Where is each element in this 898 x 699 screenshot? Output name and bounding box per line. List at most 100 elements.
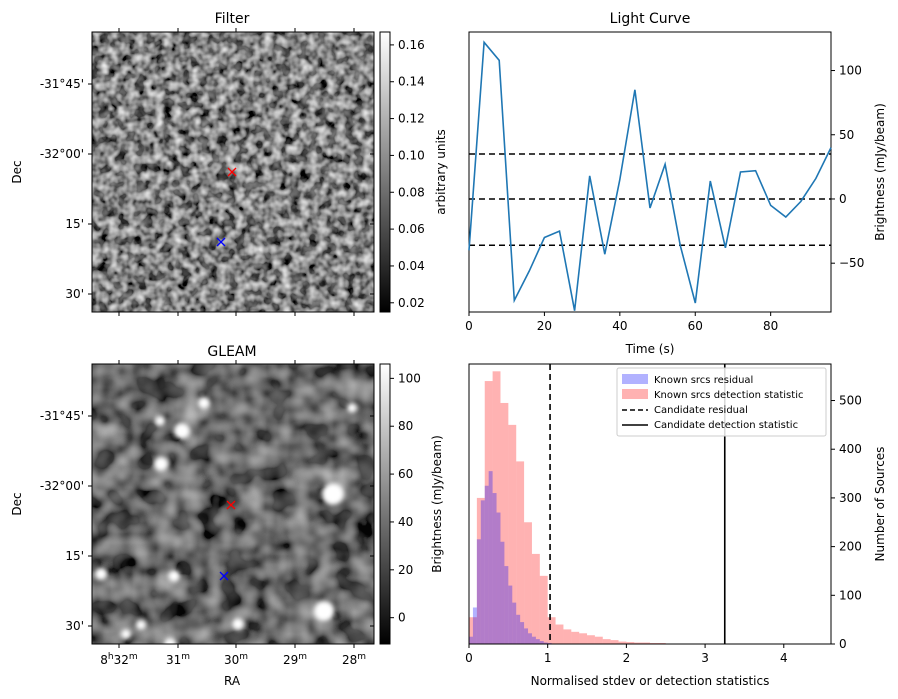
x-tick-label: 20	[537, 319, 552, 333]
light-curve-title: Light Curve	[610, 11, 691, 27]
colorbar-tick-label: 0.08	[398, 185, 425, 199]
detection-bar	[531, 553, 540, 644]
light-curve-x-label: Time (s)	[625, 342, 675, 356]
residual-bar	[535, 639, 540, 644]
residual-bar	[469, 636, 473, 644]
ra-tick-label: 31m	[166, 652, 190, 667]
dec-tick-label: -32°00'	[40, 147, 84, 161]
ra-tick-label: 28m	[342, 652, 366, 667]
residual-bar	[472, 607, 477, 644]
detection-bar	[579, 633, 588, 644]
residual-bar	[539, 641, 544, 644]
detection-bar	[571, 631, 580, 644]
detection-bar	[610, 640, 619, 644]
colorbar-tick-label: 20	[398, 563, 413, 577]
detection-bar	[594, 636, 603, 644]
y-tick-label: 50	[839, 128, 854, 142]
filter-y-label: Dec	[10, 160, 24, 183]
y-tick-label: 400	[839, 442, 862, 456]
filter-title: Filter	[215, 11, 250, 27]
detection-bar	[476, 497, 485, 644]
gleam-colorbar-label: Brightness (mJy/beam)	[430, 435, 444, 573]
dec-tick-label: 15'	[65, 217, 84, 231]
colorbar-tick-label: 0.14	[398, 75, 425, 89]
light-curve-threshold-lines	[469, 153, 831, 246]
residual-bar	[496, 512, 501, 644]
x-tick-label: 3	[701, 651, 709, 665]
dec-tick-label: -31°45'	[40, 409, 84, 423]
detection-bar	[524, 522, 532, 644]
gleam-axes-frame	[91, 363, 375, 645]
detection-bar	[516, 461, 525, 644]
colorbar-tick-label: 60	[398, 467, 413, 481]
colorbar-tick-label: 0.06	[398, 222, 425, 236]
residual-bar	[524, 628, 529, 644]
x-tick-label: 1	[544, 651, 552, 665]
detection-bar	[626, 642, 635, 644]
y-tick-label: 100	[839, 64, 862, 78]
y-tick-label: 500	[839, 394, 862, 408]
detection-bar	[492, 371, 501, 644]
colorbar-tick-label: 100	[398, 371, 421, 385]
y-tick-label: 100	[839, 588, 862, 602]
light-curve-y-label: Brightness (mJy/beam)	[873, 103, 887, 241]
detection-bar	[469, 617, 477, 644]
gleam-markers	[219, 500, 236, 581]
gleam-panel: GLEAM -31°45' -32°00' 15' 30'	[10, 344, 444, 688]
colorbar-tick-label: 0.02	[398, 296, 425, 310]
x-tick-label: 0	[465, 319, 473, 333]
residual-bar	[488, 471, 493, 644]
ra-tick-label: 29m	[283, 652, 307, 667]
filter-colorbar	[379, 31, 391, 313]
x-tick-label: 80	[763, 319, 778, 333]
gleam-y-ticks: -31°45' -32°00' 15' 30'	[40, 409, 374, 633]
colorbar-tick-label: 0.16	[398, 38, 425, 52]
ra-tick-label: 30m	[224, 652, 248, 667]
histogram-bars	[469, 371, 808, 644]
light-curve-x-ticks: 0 20 40 60 80	[465, 312, 778, 333]
residual-bar	[528, 633, 532, 644]
filter-colorbar-ticks: 0.02 0.04 0.06 0.08 0.10 0.12 0.14 0.16	[390, 38, 425, 310]
filter-axes-frame	[91, 31, 375, 313]
dec-tick-label: 15'	[65, 549, 84, 563]
histogram-y-ticks: 0 100 200 300 400 500	[831, 394, 862, 651]
detection-bar	[500, 402, 509, 644]
gleam-bright-sources	[95, 397, 357, 644]
filter-markers	[216, 167, 237, 247]
dec-tick-label: -31°45'	[40, 77, 84, 91]
detection-bar	[618, 641, 627, 644]
gleam-title: GLEAM	[207, 344, 256, 360]
marker-red-x	[226, 500, 236, 510]
legend-swatch-residual	[622, 374, 648, 384]
colorbar-tick-label: 0.10	[398, 148, 425, 162]
gleam-image	[92, 364, 374, 644]
filter-y-ticks: -31°45' -32°00' 15' 30'	[40, 77, 374, 301]
y-tick-label: 0	[839, 192, 847, 206]
detection-bar	[563, 629, 572, 644]
y-tick-label: 0	[839, 637, 847, 651]
ra-tick-label: 8h32m	[100, 652, 137, 667]
legend-swatch-detection	[622, 389, 648, 399]
gleam-colorbar-ticks: 0 20 40 60 80 100	[390, 371, 421, 625]
marker-blue-x	[219, 571, 229, 581]
residual-bar	[500, 541, 505, 644]
colorbar-tick-label: 80	[398, 419, 413, 433]
light-curve-series-line	[468, 40, 832, 311]
marker-blue-x	[216, 237, 226, 247]
y-tick-label: 200	[839, 540, 862, 554]
residual-bar	[492, 493, 497, 644]
detection-bar	[547, 617, 556, 644]
gleam-colorbar	[379, 363, 391, 645]
colorbar-tick-label: 0	[398, 611, 406, 625]
dec-tick-label: 30'	[65, 287, 84, 301]
filter-colorbar-label: arbitrary units	[434, 129, 448, 215]
detection-bar	[539, 575, 548, 644]
gleam-x-label: RA	[224, 674, 241, 688]
residual-bar	[516, 614, 521, 644]
filter-image	[92, 32, 374, 312]
x-tick-label: 0	[465, 651, 473, 665]
detection-bar	[484, 381, 493, 644]
detection-bar	[555, 624, 564, 644]
residual-bar	[512, 602, 517, 644]
